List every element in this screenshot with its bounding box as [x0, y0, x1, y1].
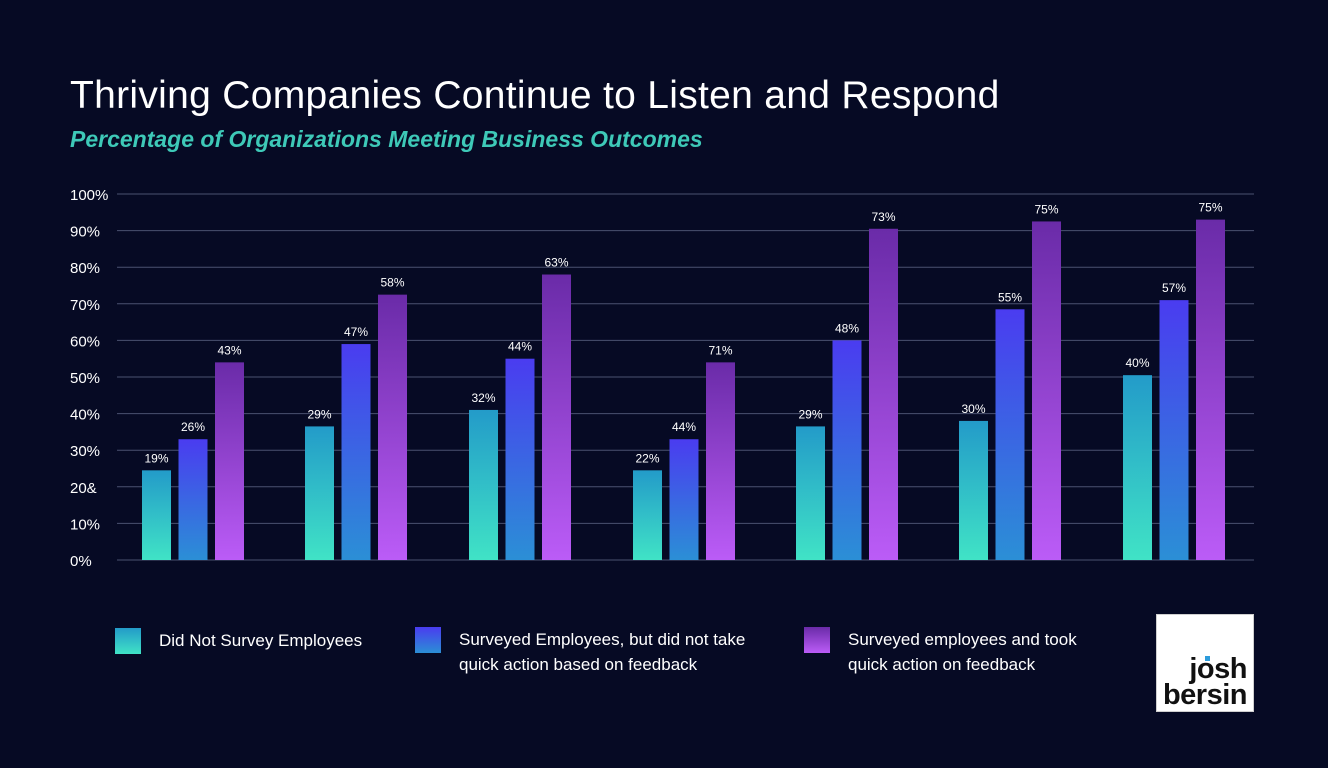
y-tick-label: 30%: [70, 443, 100, 460]
chart-subtitle: Percentage of Organizations Meeting Busi…: [70, 126, 703, 152]
data-label-series2-group4: 44%: [672, 420, 696, 434]
bar-series3-group5: [869, 228, 898, 560]
data-label-series2-group5: 48%: [835, 321, 859, 335]
bar-series3-group4: [706, 362, 735, 560]
data-label-series3-group2: 58%: [380, 276, 404, 290]
legend-label-surveyed-no-action: Surveyed Employees, but did not take: [459, 630, 746, 649]
data-label-series1-group4: 22%: [635, 451, 659, 465]
legend-label-did-not-survey: Did Not Survey Employees: [159, 631, 363, 650]
data-label-series1-group3: 32%: [471, 391, 495, 405]
logo-dot: [1205, 656, 1210, 661]
bar-series3-group6: [1032, 221, 1061, 560]
data-label-series1-group7: 40%: [1125, 356, 1149, 370]
legend-swatch-did-not-survey: [115, 628, 141, 654]
data-label-series2-group2: 47%: [344, 325, 368, 339]
data-label-series2-group7: 57%: [1162, 281, 1186, 295]
bar-series1-group1: [142, 470, 171, 560]
bar-series2-group2: [341, 344, 371, 560]
y-tick-label: 0%: [70, 553, 92, 570]
grid-lines: [117, 193, 1254, 561]
bar-series2-group5: [832, 340, 862, 560]
bar-series3-group2: [378, 294, 407, 560]
bar-series2-group4: [669, 439, 699, 560]
data-label-series3-group7: 75%: [1198, 201, 1222, 215]
data-label-series2-group6: 55%: [998, 290, 1022, 304]
legend-item-did-not-survey: Did Not Survey Employees: [115, 628, 362, 654]
y-tick-label: 10%: [70, 516, 100, 533]
data-label-series1-group5: 29%: [798, 407, 822, 421]
bar-series3-group7: [1196, 219, 1225, 560]
legend-label-surveyed-no-action-line2: quick action based on feedback: [459, 655, 698, 674]
bar-series2-group7: [1159, 300, 1189, 560]
bar-series1-group3: [469, 409, 498, 560]
data-label-series2-group3: 44%: [508, 340, 532, 354]
data-label-series3-group4: 71%: [708, 343, 732, 357]
data-label-series2-group1: 26%: [181, 420, 205, 434]
bar-series2-group3: [505, 358, 535, 560]
bar-series2-group1: [178, 439, 208, 560]
legend-item-surveyed-no-action: Surveyed Employees, but did not take qui…: [415, 627, 745, 677]
data-label-series1-group1: 19%: [144, 451, 168, 465]
data-labels: 19% 29% 32% 22% 29% 30% 40% 26% 47% 44% 44% 48% 55% 5…: [144, 201, 1222, 466]
legend-label-surveyed-quick-action: Surveyed employees and took: [848, 630, 1077, 649]
josh-bersin-logo: josh bersin: [1156, 614, 1254, 712]
bar-series1-group6: [959, 420, 988, 560]
y-tick-label: 50%: [70, 370, 100, 387]
y-tick-label: 80%: [70, 260, 100, 277]
data-label-series1-group6: 30%: [961, 402, 985, 416]
legend-swatch-surveyed-quick-action: [804, 627, 830, 653]
bar-series2-group6: [995, 309, 1025, 560]
bar-series3-group3: [542, 274, 571, 560]
data-label-series3-group3: 63%: [544, 256, 568, 270]
legend-label-surveyed-quick-action-line2: quick action on feedback: [848, 655, 1036, 674]
bar-series1-group2: [305, 426, 334, 560]
bar-series1-group5: [796, 426, 825, 560]
bar-series3-group1: [215, 362, 244, 560]
bar-series1-group4: [633, 470, 662, 560]
data-label-series3-group1: 43%: [217, 343, 241, 357]
chart-title: Thriving Companies Continue to Listen an…: [70, 74, 1000, 117]
y-tick-label: 70%: [70, 297, 100, 314]
data-label-series3-group5: 73%: [871, 210, 895, 224]
y-tick-label: 90%: [70, 224, 100, 241]
logo-text-josh: josh: [1189, 653, 1247, 685]
logo-text-bersin: bersin: [1162, 679, 1248, 711]
bar-series1-group7: [1123, 375, 1152, 560]
y-tick-label: 60%: [70, 333, 100, 350]
data-label-series1-group2: 29%: [307, 407, 331, 421]
bars: [142, 219, 1225, 560]
data-label-series3-group6: 75%: [1034, 202, 1058, 216]
y-tick-label: 40%: [70, 407, 100, 424]
y-tick-label: 20&: [70, 480, 97, 497]
bar-chart: 0% 10% 20&30% 40% 50% 60% 70% 80% 90% 100% 19% 29%…: [70, 187, 1254, 570]
y-tick-label: 100%: [70, 187, 108, 204]
legend-swatch-surveyed-no-action: [415, 627, 441, 653]
legend-item-surveyed-quick-action: Surveyed employees and took quick action…: [804, 627, 1077, 677]
y-axis-ticks: 0% 10% 20&30% 40% 50% 60% 70% 80% 90% 100%: [70, 187, 108, 570]
